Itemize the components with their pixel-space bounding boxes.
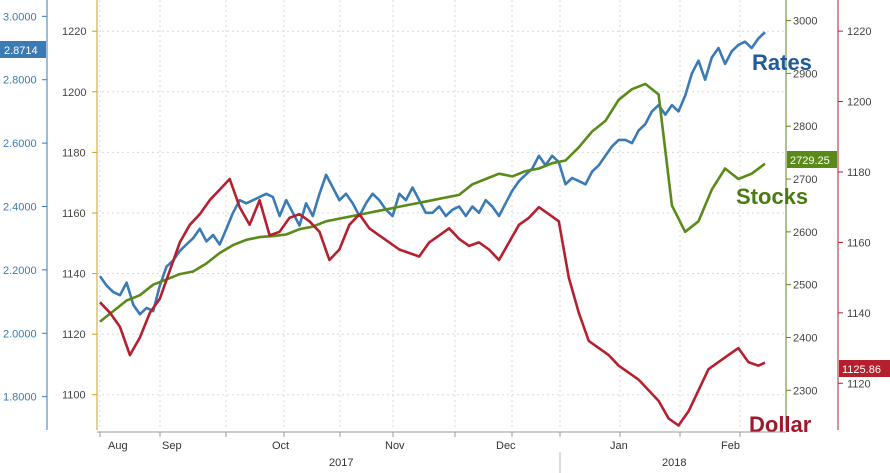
dollar-left-tick-label: 1180	[62, 147, 86, 159]
stocks-tick-label: 3000	[793, 16, 817, 28]
year-label-2018: 2018	[662, 457, 686, 469]
x-tick-label: Oct	[272, 440, 289, 452]
dollar-right-tick-label: 1200	[847, 97, 871, 109]
stocks-series-label: Stocks	[736, 184, 808, 209]
stocks-tick-label: 2300	[793, 385, 817, 397]
dollar-left-tick-label: 1100	[62, 390, 86, 402]
x-tick-label: Dec	[496, 440, 516, 452]
dollar-last-value: 1125.86	[842, 364, 881, 376]
x-tick-label: Aug	[108, 440, 128, 452]
dollar-right-tick-label: 1120	[847, 378, 871, 390]
rates-tick-label: 2.0000	[3, 328, 37, 340]
dollar-left-tick-label: 1160	[62, 208, 86, 220]
stocks-tick-label: 2400	[793, 332, 817, 344]
rates-value-tag: 2.8714	[0, 41, 46, 58]
rates-tick-label: 1.8000	[3, 392, 37, 404]
stocks-tick-label: 2600	[793, 227, 817, 239]
dollar-right-tick-label: 1160	[847, 237, 871, 249]
rates-tick-label: 2.6000	[3, 138, 37, 150]
rates-tick-label: 3.0000	[3, 11, 37, 23]
stocks-last-value: 2729.25	[790, 155, 830, 167]
dollar-series-label: Dollar	[749, 412, 812, 437]
dollar-left-tick-label: 1140	[62, 269, 86, 281]
year-label-2017: 2017	[329, 457, 353, 469]
stocks-value-tag: 2729.25	[787, 151, 837, 168]
dollar-line	[99, 177, 766, 427]
rates-line	[98, 31, 766, 316]
x-tick-label: Jan	[610, 440, 628, 452]
dollar-left-tick-label: 1200	[62, 87, 86, 99]
dollar-right-tick-label: 1220	[847, 26, 871, 38]
grid	[97, 0, 786, 430]
series-layer	[98, 31, 766, 427]
rates-tick-label: 2.2000	[3, 265, 37, 277]
stocks-line	[99, 82, 766, 323]
x-tick-label: Sep	[162, 440, 182, 452]
rates-series-label: Rates	[752, 50, 812, 75]
rates-tick-label: 2.4000	[3, 201, 37, 213]
stocks-tick-label: 2500	[793, 280, 817, 292]
rates-last-value: 2.8714	[4, 45, 38, 57]
dollar-right-tick-label: 1180	[847, 167, 871, 179]
x-axis-ticks: Aug Sep Oct Nov Dec Jan Feb	[99, 432, 741, 452]
stocks-tick-label: 2900	[793, 68, 817, 80]
x-tick-label: Nov	[385, 440, 405, 452]
dollar-value-tag: 1125.86	[839, 360, 890, 377]
x-tick-label: Feb	[721, 440, 740, 452]
stocks-tick-label: 2700	[793, 174, 817, 186]
stocks-tick-label: 2800	[793, 121, 817, 133]
rates-tick-label: 2.8000	[3, 75, 37, 87]
dollar-left-tick-label: 1220	[62, 26, 86, 38]
dollar-right-tick-label: 1140	[847, 308, 871, 320]
ticks-layer: 3.0000 2.8000 2.6000 2.4000 2.2000 2.0000 1.80…	[3, 11, 871, 403]
dollar-left-tick-label: 1120	[62, 329, 86, 341]
